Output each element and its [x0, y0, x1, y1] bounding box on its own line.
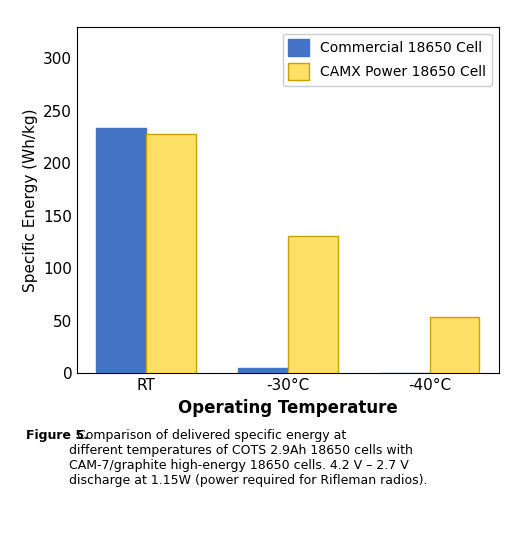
- X-axis label: Operating Temperature: Operating Temperature: [178, 399, 398, 416]
- Bar: [96, 128, 146, 373]
- Y-axis label: Specific Energy (Wh/kg): Specific Energy (Wh/kg): [23, 108, 38, 292]
- Bar: [238, 368, 288, 373]
- Bar: [430, 318, 480, 373]
- Text: Figure 5.: Figure 5.: [26, 429, 88, 442]
- Bar: [146, 134, 196, 373]
- Text: Comparison of delivered specific energy at
different temperatures of COTS 2.9Ah : Comparison of delivered specific energy …: [69, 429, 428, 487]
- Legend: Commercial 18650 Cell, CAMX Power 18650 Cell: Commercial 18650 Cell, CAMX Power 18650 …: [283, 34, 491, 85]
- Bar: [288, 236, 338, 373]
